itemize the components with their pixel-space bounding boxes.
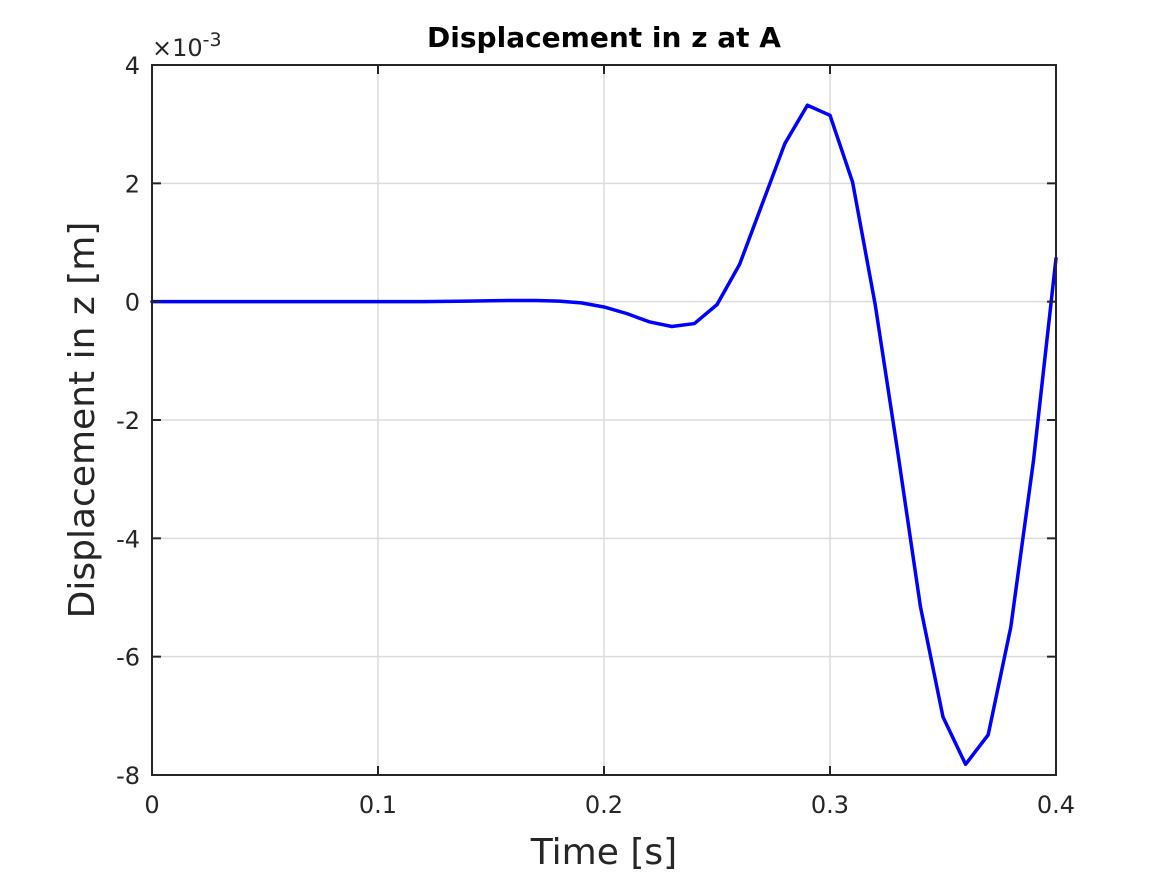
series-line (150, 103, 1058, 767)
axis-ticks (151, 64, 1057, 776)
x-axis-title: Time [s] (530, 832, 677, 873)
y-tick-label: -6 (116, 644, 140, 672)
chart-title: Displacement in z at A (427, 21, 781, 54)
x-tick-label: 0.1 (359, 791, 397, 819)
y-tick-label: 0 (125, 289, 140, 317)
series-layer (150, 103, 1058, 767)
y-exponent-label: ×10-3 (152, 29, 222, 62)
x-tick-label: 0.3 (811, 791, 849, 819)
y-tick-label: -4 (116, 525, 140, 553)
y-tick-label: 4 (125, 52, 140, 80)
y-exponent-base: ×10 (152, 34, 203, 62)
y-exponent-power: -3 (203, 29, 222, 51)
y-tick-label: -2 (116, 407, 140, 435)
x-tick-label: 0 (144, 791, 159, 819)
y-tick-label: -8 (116, 762, 140, 790)
y-tick-label: 2 (125, 170, 140, 198)
y-axis-title: Displacement in z [m] (62, 222, 103, 619)
x-tick-label: 0.2 (585, 791, 623, 819)
x-tick-label: 0.4 (1037, 791, 1075, 819)
